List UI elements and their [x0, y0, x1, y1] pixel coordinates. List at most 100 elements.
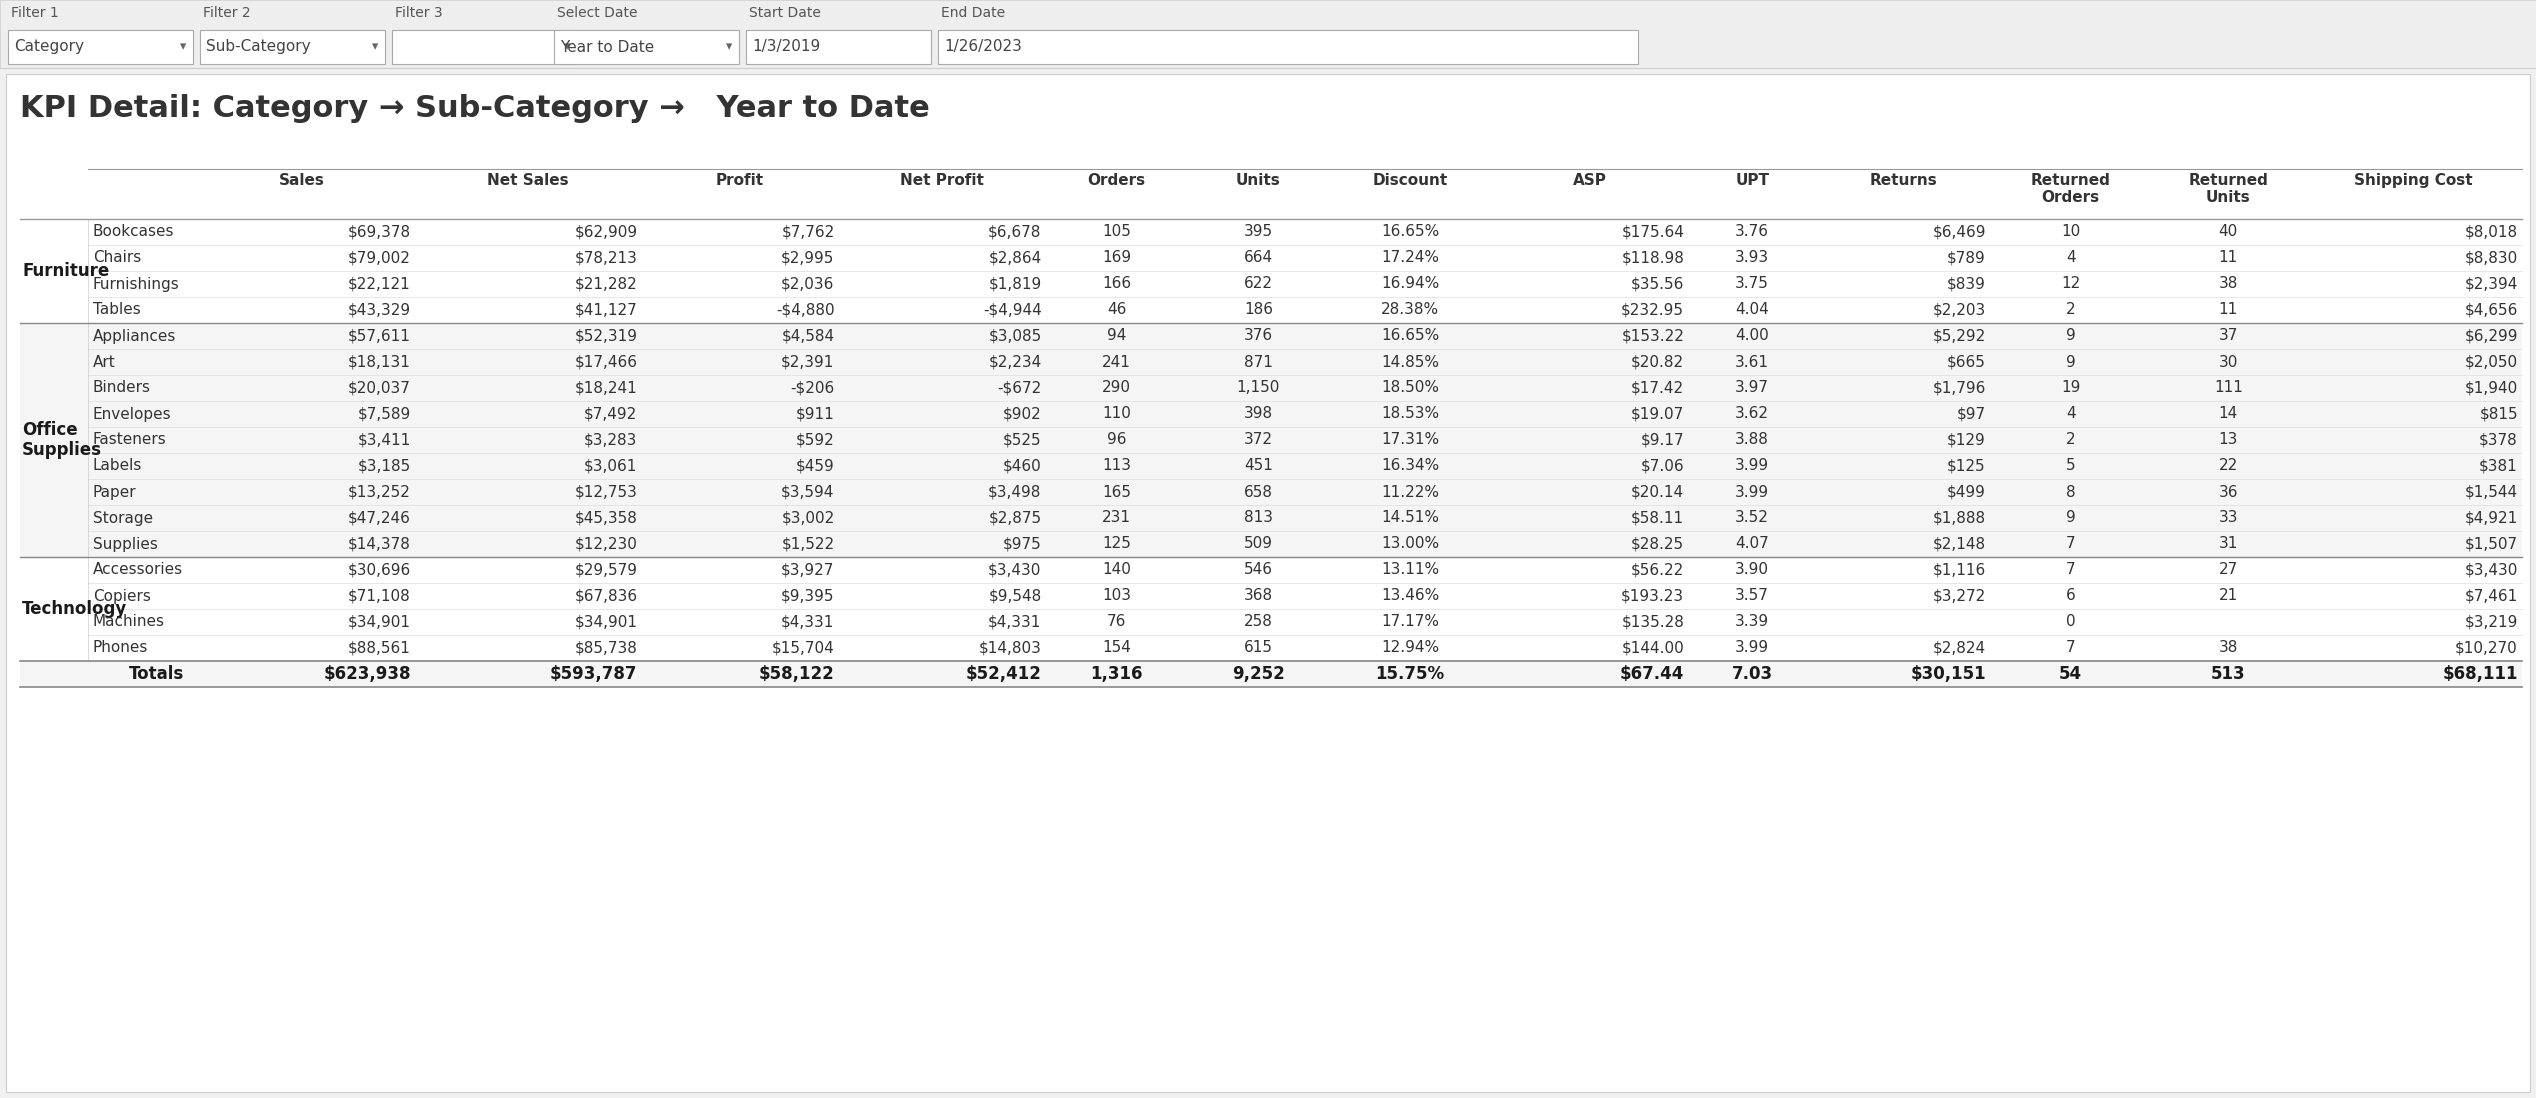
Text: $6,299: $6,299 [2465, 328, 2518, 344]
Text: Art: Art [94, 355, 117, 370]
Text: 36: 36 [2219, 484, 2239, 500]
Text: Year to Date: Year to Date [560, 40, 654, 55]
Bar [20, 219, 2521, 323]
Text: Binders: Binders [94, 381, 152, 395]
Text: $459: $459 [796, 459, 834, 473]
Text: $68,111: $68,111 [2442, 665, 2518, 683]
Text: 5: 5 [2067, 459, 2074, 473]
Text: Machines: Machines [94, 615, 165, 629]
Text: Filter 3: Filter 3 [396, 5, 444, 20]
Text: 241: 241 [1103, 355, 1131, 370]
Text: 3.88: 3.88 [1735, 433, 1770, 448]
Text: $21,282: $21,282 [576, 277, 637, 291]
Text: $15,704: $15,704 [771, 640, 834, 656]
Text: 1/3/2019: 1/3/2019 [753, 40, 819, 55]
Text: $17,466: $17,466 [573, 355, 637, 370]
Text: Tables: Tables [94, 303, 142, 317]
Text: 658: 658 [1243, 484, 1273, 500]
Text: $1,116: $1,116 [1932, 562, 1986, 578]
Text: $3,411: $3,411 [358, 433, 411, 448]
Text: $129: $129 [1948, 433, 1986, 448]
Text: 3.99: 3.99 [1735, 640, 1770, 656]
Text: 96: 96 [1106, 433, 1126, 448]
Text: 3.61: 3.61 [1735, 355, 1770, 370]
Bar [938, 30, 1638, 64]
Text: $41,127: $41,127 [576, 303, 637, 317]
Text: 17.17%: 17.17% [1382, 615, 1440, 629]
Text: 113: 113 [1103, 459, 1131, 473]
Text: 10: 10 [2062, 224, 2080, 239]
Text: $10,270: $10,270 [2455, 640, 2518, 656]
Text: $12,753: $12,753 [576, 484, 637, 500]
Text: $378: $378 [2480, 433, 2518, 448]
Text: $193.23: $193.23 [1621, 589, 1684, 604]
Text: Supplies: Supplies [94, 537, 157, 551]
Text: $1,940: $1,940 [2465, 381, 2518, 395]
Text: Profit: Profit [715, 173, 763, 188]
Text: $34,901: $34,901 [573, 615, 637, 629]
Text: $58.11: $58.11 [1631, 511, 1684, 526]
Text: 1,316: 1,316 [1090, 665, 1144, 683]
Text: $7,492: $7,492 [583, 406, 637, 422]
Bar [20, 557, 2521, 661]
Text: $56.22: $56.22 [1631, 562, 1684, 578]
Text: $47,246: $47,246 [347, 511, 411, 526]
Text: -$206: -$206 [791, 381, 834, 395]
Text: $1,507: $1,507 [2465, 537, 2518, 551]
Text: ▾: ▾ [725, 41, 733, 54]
Text: 30: 30 [2219, 355, 2237, 370]
Text: 166: 166 [1103, 277, 1131, 291]
Bar [553, 30, 738, 64]
Text: 11.22%: 11.22% [1382, 484, 1440, 500]
Text: 664: 664 [1243, 250, 1273, 266]
Text: 813: 813 [1243, 511, 1273, 526]
Text: $2,875: $2,875 [989, 511, 1042, 526]
Text: 14.85%: 14.85% [1382, 355, 1440, 370]
Text: 13.11%: 13.11% [1382, 562, 1440, 578]
Text: 4.07: 4.07 [1735, 537, 1770, 551]
Text: 105: 105 [1103, 224, 1131, 239]
Text: End Date: End Date [941, 5, 1004, 20]
Text: Select Date: Select Date [558, 5, 637, 20]
Text: 38: 38 [2219, 277, 2237, 291]
Text: $975: $975 [1002, 537, 1042, 551]
Text: Bookcases: Bookcases [94, 224, 175, 239]
Text: Orders: Orders [1088, 173, 1146, 188]
Text: 16.65%: 16.65% [1382, 328, 1440, 344]
Text: 3.75: 3.75 [1735, 277, 1770, 291]
Text: 4.04: 4.04 [1735, 303, 1770, 317]
Text: 7.03: 7.03 [1732, 665, 1773, 683]
Text: 7: 7 [2067, 537, 2074, 551]
Text: Office
Supplies: Office Supplies [23, 421, 101, 459]
Text: Chairs: Chairs [94, 250, 142, 266]
Text: $789: $789 [1948, 250, 1986, 266]
Text: $3,927: $3,927 [781, 562, 834, 578]
Text: 1,150: 1,150 [1238, 381, 1281, 395]
Text: $57,611: $57,611 [347, 328, 411, 344]
Text: Returned
Orders: Returned Orders [2031, 173, 2110, 205]
Text: Start Date: Start Date [748, 5, 822, 20]
Text: 4.00: 4.00 [1735, 328, 1770, 344]
Text: $1,819: $1,819 [989, 277, 1042, 291]
Text: $2,824: $2,824 [1932, 640, 1986, 656]
Text: Furnishings: Furnishings [94, 277, 180, 291]
Text: $2,203: $2,203 [1932, 303, 1986, 317]
Text: 3.57: 3.57 [1735, 589, 1770, 604]
Text: $29,579: $29,579 [573, 562, 637, 578]
Text: 12.94%: 12.94% [1382, 640, 1440, 656]
Text: 54: 54 [2059, 665, 2082, 683]
Text: 1/26/2023: 1/26/2023 [943, 40, 1022, 55]
Text: 37: 37 [2219, 328, 2237, 344]
Text: Sales: Sales [279, 173, 325, 188]
Text: $14,803: $14,803 [979, 640, 1042, 656]
Text: $3,430: $3,430 [989, 562, 1042, 578]
Text: Paper: Paper [94, 484, 137, 500]
Text: $592: $592 [796, 433, 834, 448]
Text: $4,584: $4,584 [781, 328, 834, 344]
Text: 398: 398 [1243, 406, 1273, 422]
Text: 46: 46 [1106, 303, 1126, 317]
Text: 3.99: 3.99 [1735, 484, 1770, 500]
Text: $3,002: $3,002 [781, 511, 834, 526]
Text: $20.14: $20.14 [1631, 484, 1684, 500]
Text: $135.28: $135.28 [1621, 615, 1684, 629]
